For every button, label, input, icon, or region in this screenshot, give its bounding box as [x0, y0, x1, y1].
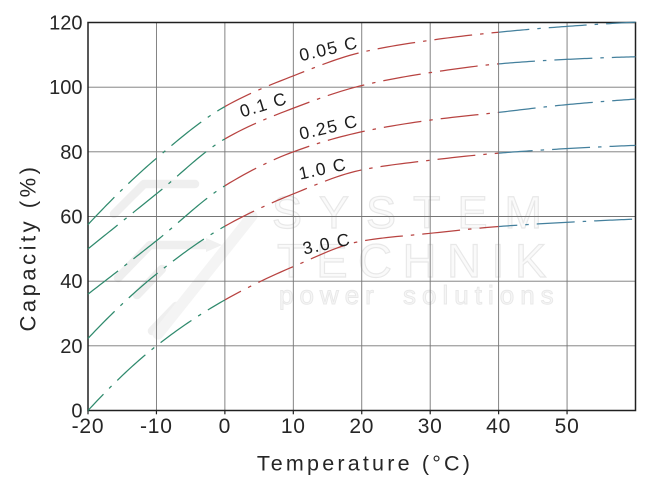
svg-text:power solutions: power solutions [279, 280, 560, 310]
svg-text:0: 0 [219, 415, 231, 438]
svg-text:-10: -10 [140, 415, 173, 438]
svg-text:30: 30 [418, 415, 443, 438]
svg-text:50: 50 [555, 415, 580, 438]
svg-text:60: 60 [60, 207, 82, 229]
svg-text:40: 40 [60, 271, 82, 293]
svg-text:Temperature (°C): Temperature (°C) [257, 452, 473, 476]
svg-text:100: 100 [49, 77, 82, 99]
svg-text:SYSTEM: SYSTEM [272, 187, 559, 238]
svg-text:0: 0 [71, 401, 82, 423]
svg-text:40: 40 [486, 415, 511, 438]
svg-text:20: 20 [60, 336, 82, 358]
svg-text:-20: -20 [72, 415, 105, 438]
svg-text:Capacity (%): Capacity (%) [16, 164, 41, 332]
svg-text:10: 10 [281, 415, 306, 438]
svg-text:80: 80 [60, 142, 82, 164]
svg-text:20: 20 [349, 415, 374, 438]
svg-text:TECHNIK: TECHNIK [277, 234, 557, 287]
svg-text:120: 120 [49, 13, 82, 35]
